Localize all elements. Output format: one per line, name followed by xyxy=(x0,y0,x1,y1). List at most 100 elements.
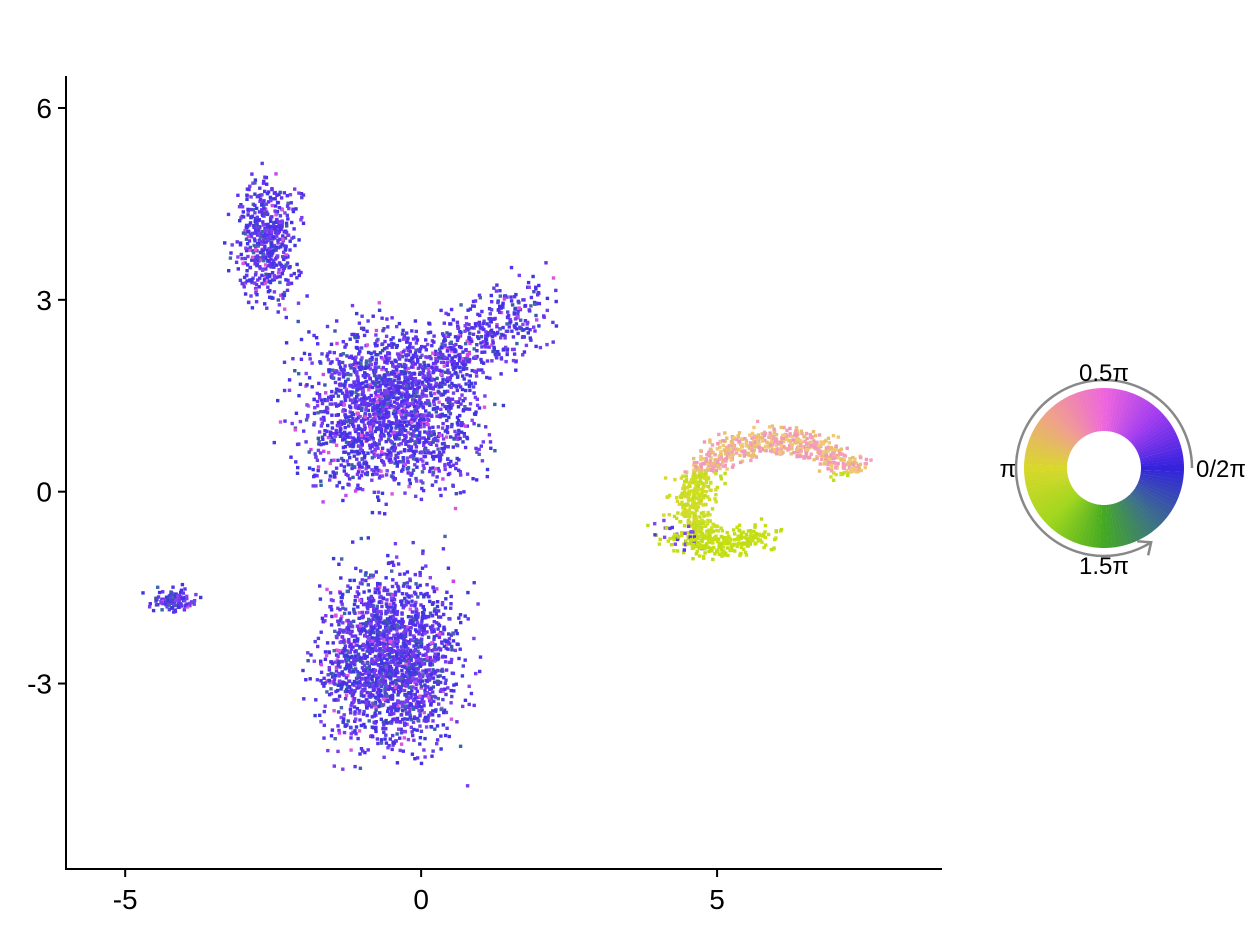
scatter-point xyxy=(526,331,530,335)
scatter-point xyxy=(457,365,462,369)
scatter-point xyxy=(430,343,434,348)
scatter-point xyxy=(366,676,370,680)
scatter-point xyxy=(398,572,402,576)
scatter-point xyxy=(496,349,500,354)
scatter-point xyxy=(387,652,392,656)
scatter-point xyxy=(366,421,371,425)
scatter-point xyxy=(338,591,342,595)
scatter-point xyxy=(475,321,480,326)
scatter-point xyxy=(388,660,393,665)
scatter-point xyxy=(407,691,411,695)
scatter-point xyxy=(334,669,339,673)
scatter-point xyxy=(176,594,180,598)
scatter-point xyxy=(239,252,243,257)
scatter-point xyxy=(471,477,475,481)
scatter-point xyxy=(434,443,439,447)
scatter-point xyxy=(692,518,696,522)
scatter-point xyxy=(314,336,319,340)
scatter-point xyxy=(383,671,388,675)
scatter-point xyxy=(418,694,422,698)
scatter-point xyxy=(386,437,391,442)
scatter-point xyxy=(523,319,528,323)
scatter-point xyxy=(360,465,364,469)
scatter-point xyxy=(188,601,192,605)
scatter-point xyxy=(268,231,272,235)
scatter-point xyxy=(443,733,448,738)
scatter-point xyxy=(441,421,445,426)
scatter-point xyxy=(448,402,452,406)
scatter-point xyxy=(284,230,289,235)
scatter-point xyxy=(268,280,273,285)
scatter-point xyxy=(267,258,271,263)
scatter-point xyxy=(472,636,476,641)
scatter-point xyxy=(453,354,457,359)
scatter-point xyxy=(297,269,301,273)
scatter-point xyxy=(330,389,334,394)
scatter-point xyxy=(417,438,421,442)
scatter-point xyxy=(431,425,435,429)
scatter-point xyxy=(269,257,273,261)
scatter-point xyxy=(331,598,335,603)
scatter-point xyxy=(392,400,397,404)
scatter-point xyxy=(470,418,474,422)
scatter-point xyxy=(379,407,383,411)
scatter-point xyxy=(443,404,447,409)
scatter-point xyxy=(278,280,282,285)
scatter-point xyxy=(446,312,451,317)
scatter-point xyxy=(276,241,280,245)
scatter-point xyxy=(489,330,493,334)
scatter-point xyxy=(343,345,347,349)
scatter-point xyxy=(462,377,466,381)
scatter-point xyxy=(368,359,372,363)
scatter-point xyxy=(487,433,492,437)
scatter-point xyxy=(435,633,439,638)
scatter-point xyxy=(473,322,478,326)
scatter-point xyxy=(474,410,478,414)
scatter-point xyxy=(266,264,270,268)
scatter-point xyxy=(304,371,308,376)
scatter-point xyxy=(363,628,367,633)
scatter-point xyxy=(400,702,404,706)
scatter-point xyxy=(409,401,414,406)
scatter-point xyxy=(463,698,468,702)
scatter-point xyxy=(391,743,395,747)
scatter-point xyxy=(357,444,361,448)
scatter-point xyxy=(505,349,509,354)
scatter-point xyxy=(346,377,350,381)
scatter-point xyxy=(323,383,327,387)
scatter-point xyxy=(435,738,440,742)
scatter-point xyxy=(453,366,457,370)
scatter-point xyxy=(356,470,361,474)
scatter-point xyxy=(400,460,404,464)
scatter-point xyxy=(350,398,355,402)
scatter-point xyxy=(283,236,288,240)
scatter-point xyxy=(389,338,393,342)
scatter-point xyxy=(436,627,440,631)
scatter-point xyxy=(381,621,385,625)
scatter-point xyxy=(350,466,354,471)
scatter-point xyxy=(347,424,351,428)
scatter-point xyxy=(460,357,464,361)
scatter-point xyxy=(367,670,371,674)
scatter-point xyxy=(337,671,341,676)
scatter-point xyxy=(514,322,519,326)
scatter-point xyxy=(415,695,420,700)
scatter-point xyxy=(336,606,340,610)
scatter-point xyxy=(386,553,390,558)
scatter-point xyxy=(379,609,383,614)
scatter-point xyxy=(501,301,505,305)
scatter-point xyxy=(259,258,263,262)
scatter-point xyxy=(421,653,425,657)
scatter-point xyxy=(413,351,418,355)
scatter-point xyxy=(480,309,484,314)
scatter-point xyxy=(319,659,323,663)
scatter-point xyxy=(461,399,465,403)
scatter-point xyxy=(456,405,461,409)
scatter-point xyxy=(432,378,436,382)
scatter-point xyxy=(388,423,392,427)
scatter-point xyxy=(396,648,401,653)
scatter-point xyxy=(409,702,413,707)
scatter-point xyxy=(491,331,496,335)
scatter-point xyxy=(322,736,326,740)
scatter-point xyxy=(414,382,418,387)
